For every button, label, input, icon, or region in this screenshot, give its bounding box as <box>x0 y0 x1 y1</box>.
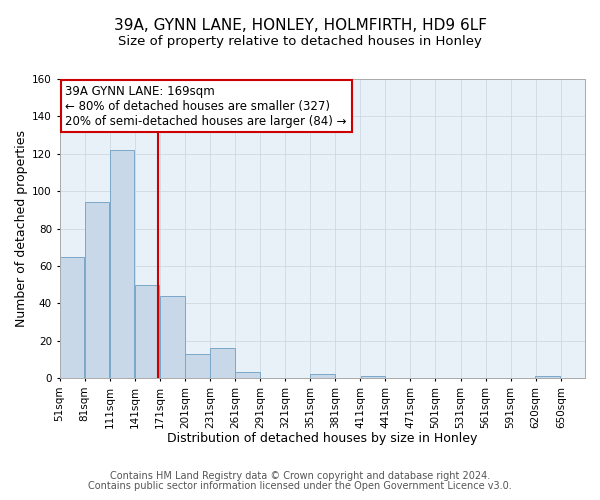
Bar <box>160 296 185 378</box>
Text: Contains public sector information licensed under the Open Government Licence v3: Contains public sector information licen… <box>88 481 512 491</box>
Text: Contains HM Land Registry data © Crown copyright and database right 2024.: Contains HM Land Registry data © Crown c… <box>110 471 490 481</box>
Bar <box>535 376 560 378</box>
Y-axis label: Number of detached properties: Number of detached properties <box>15 130 28 327</box>
Bar <box>210 348 235 378</box>
Bar <box>235 372 260 378</box>
Text: 39A, GYNN LANE, HONLEY, HOLMFIRTH, HD9 6LF: 39A, GYNN LANE, HONLEY, HOLMFIRTH, HD9 6… <box>113 18 487 32</box>
Bar <box>185 354 209 378</box>
Text: 39A GYNN LANE: 169sqm
← 80% of detached houses are smaller (327)
20% of semi-det: 39A GYNN LANE: 169sqm ← 80% of detached … <box>65 84 347 128</box>
Bar <box>135 284 160 378</box>
Text: Size of property relative to detached houses in Honley: Size of property relative to detached ho… <box>118 35 482 48</box>
Bar <box>85 202 109 378</box>
X-axis label: Distribution of detached houses by size in Honley: Distribution of detached houses by size … <box>167 432 478 445</box>
Bar <box>60 256 84 378</box>
Bar <box>110 150 134 378</box>
Bar <box>310 374 335 378</box>
Bar <box>361 376 385 378</box>
